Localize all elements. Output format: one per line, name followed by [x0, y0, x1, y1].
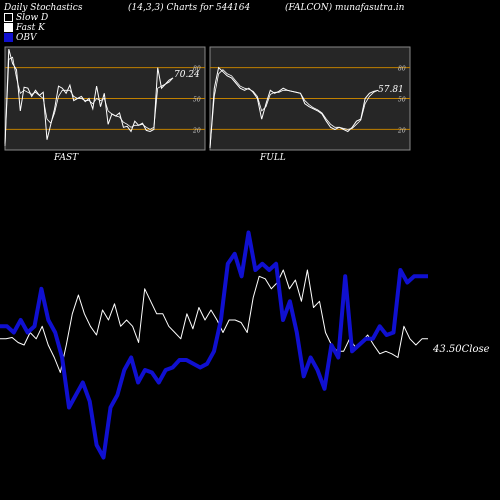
legend-label-slow-d: Slow D	[16, 13, 49, 23]
full-level-label-20: 20	[397, 127, 406, 134]
fast-level-label-80: 80	[193, 66, 201, 73]
legend-label-obv: OBV	[16, 33, 37, 43]
fast-series-slow-d	[4, 56, 174, 146]
price-obv-panel: 43.50Close	[0, 230, 490, 460]
fast-level-label-20: 20	[192, 127, 201, 134]
fast-series-fast-k	[4, 48, 174, 144]
full-series-slow-d	[209, 69, 379, 148]
full-panel-label: FULL	[259, 153, 286, 163]
obv-series-line	[0, 230, 428, 460]
legend-item-obv: OBV	[4, 33, 37, 43]
legend-label-fast-k: Fast K	[16, 23, 45, 33]
chart-title-mid: (14,3,3) Charts for 544164	[128, 3, 251, 13]
full-level-label-50: 50	[398, 97, 406, 104]
fast-last-value-label: 70.24	[174, 70, 200, 80]
legend-swatch-slow-d	[4, 13, 13, 22]
legend-item-slow-d: Slow D	[4, 13, 48, 23]
legend-swatch-fast-k	[4, 23, 13, 32]
fast-panel: 20 50 80 70.24 FAST	[4, 46, 206, 163]
full-level-label-80: 80	[398, 66, 406, 73]
close-value-label: 43.50Close	[432, 344, 490, 355]
chart-title-left: Daily Stochastics	[4, 3, 83, 13]
fast-panel-label: FAST	[53, 153, 79, 163]
full-last-value-label: 57.81	[378, 85, 404, 95]
legend-swatch-obv	[4, 33, 13, 42]
close-series-line	[0, 269, 428, 373]
full-panel: 20 50 80 57.81 FULL	[209, 46, 411, 163]
chart-title-right: (FALCON) munafasutra.in	[285, 3, 405, 13]
fast-level-label-50: 50	[193, 97, 201, 104]
legend-item-fast-k: Fast K	[4, 23, 45, 33]
